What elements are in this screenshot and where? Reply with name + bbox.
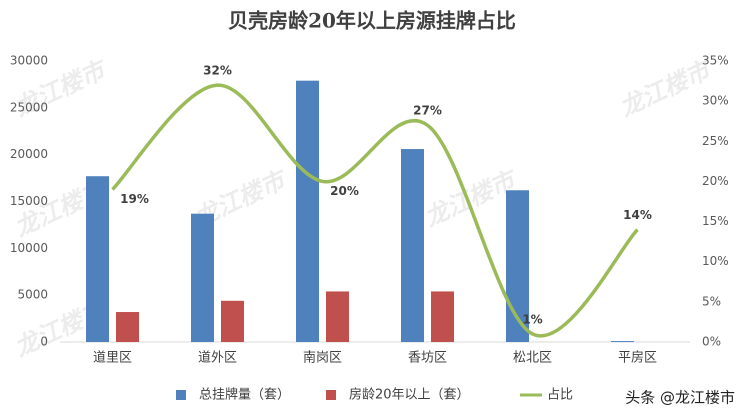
bar bbox=[506, 190, 529, 342]
y-tick-label: 20000 bbox=[10, 147, 48, 161]
y2-tick-label: 30% bbox=[702, 94, 729, 108]
y2-tick-label: 0% bbox=[702, 335, 721, 349]
y-tick-label: 30000 bbox=[10, 54, 48, 68]
data-label: 32% bbox=[203, 64, 232, 78]
y2-tick-label: 15% bbox=[702, 214, 729, 228]
bar bbox=[326, 291, 349, 342]
y-tick-label: 15000 bbox=[10, 194, 48, 208]
bar bbox=[296, 80, 319, 343]
y-tick-label: 25000 bbox=[10, 100, 48, 114]
bar bbox=[611, 341, 634, 342]
data-label: 14% bbox=[623, 208, 652, 222]
y2-tick-label: 25% bbox=[702, 134, 729, 148]
bar bbox=[86, 176, 109, 342]
line bbox=[111, 83, 639, 338]
y2-tick-label: 35% bbox=[702, 54, 729, 68]
bar bbox=[431, 291, 454, 342]
legend-swatch bbox=[326, 390, 336, 400]
y-tick-label: 0 bbox=[40, 335, 48, 349]
x-tick-label: 松北区 bbox=[513, 351, 552, 366]
data-label: 20% bbox=[330, 184, 359, 198]
footer: 头条 @龙江楼市 bbox=[625, 389, 735, 407]
y-tick-label: 10000 bbox=[10, 241, 48, 255]
x-tick-label: 平房区 bbox=[618, 350, 657, 366]
x-tick-label: 道外区 bbox=[198, 351, 237, 366]
data-label: 1% bbox=[522, 312, 542, 326]
data-label: 27% bbox=[413, 104, 442, 118]
x-tick-label: 南岗区 bbox=[303, 350, 342, 366]
legend-label: 房龄20年以上（套） bbox=[349, 387, 470, 403]
x-tick-label: 道里区 bbox=[93, 351, 132, 366]
bar bbox=[191, 213, 214, 342]
y2-tick-label: 5% bbox=[702, 294, 721, 308]
y2-tick-label: 10% bbox=[702, 254, 729, 268]
bar bbox=[221, 300, 244, 342]
legend-label: 占比 bbox=[547, 388, 573, 403]
y2-tick-label: 20% bbox=[702, 174, 729, 188]
bar bbox=[401, 149, 424, 342]
legend-label: 总挂牌量（套） bbox=[199, 387, 290, 403]
x-tick-label: 香坊区 bbox=[408, 351, 447, 366]
data-label: 19% bbox=[120, 192, 149, 206]
y-tick-label: 5000 bbox=[17, 288, 48, 302]
legend-swatch bbox=[176, 390, 186, 400]
bar bbox=[116, 312, 139, 342]
chart-title: 贝壳房龄20年以上房源挂牌占比 bbox=[228, 9, 516, 33]
